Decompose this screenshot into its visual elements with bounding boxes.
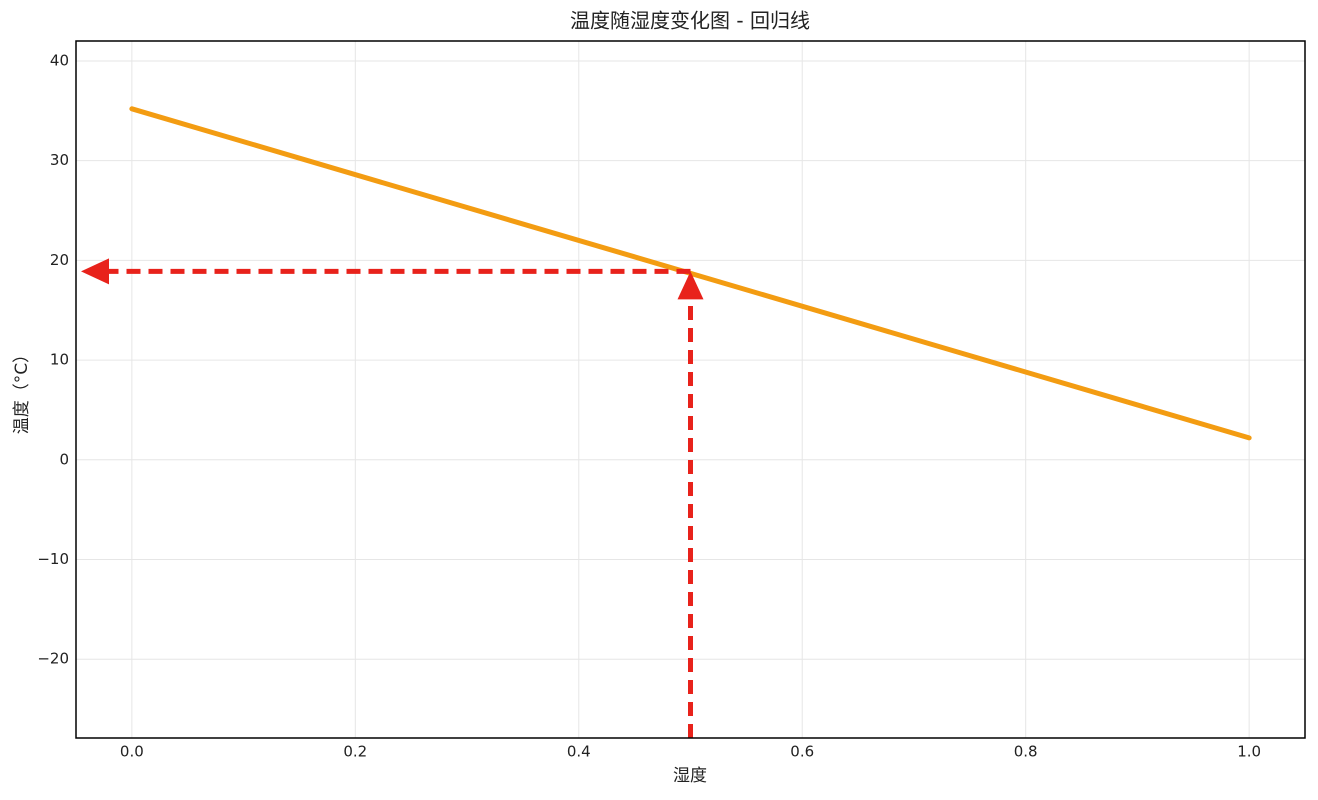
y-axis-label: 温度（°C） bbox=[12, 346, 32, 434]
plot-frame bbox=[75, 40, 1306, 739]
x-tick-label: 0.4 bbox=[567, 743, 591, 761]
y-tick-label: 10 bbox=[50, 351, 69, 369]
y-tick-label: −10 bbox=[37, 550, 69, 568]
y-tick-label: 40 bbox=[50, 51, 69, 69]
y-tick-label: 30 bbox=[50, 151, 69, 169]
chart-title: 温度随湿度变化图 - 回归线 bbox=[570, 9, 810, 33]
reference-arrowhead bbox=[677, 271, 704, 300]
reference-arrowhead bbox=[81, 258, 109, 285]
x-tick-label: 1.0 bbox=[1237, 743, 1261, 761]
x-tick-label: 0.6 bbox=[790, 743, 814, 761]
x-tick-label: 0.2 bbox=[343, 743, 367, 761]
y-tick-label: 20 bbox=[50, 251, 69, 269]
y-tick-label: 0 bbox=[59, 450, 69, 468]
x-tick-label: 0.8 bbox=[1014, 743, 1038, 761]
y-tick-label: −20 bbox=[37, 650, 69, 668]
x-axis-label: 湿度 bbox=[673, 766, 707, 786]
x-tick-label: 0.0 bbox=[120, 743, 144, 761]
